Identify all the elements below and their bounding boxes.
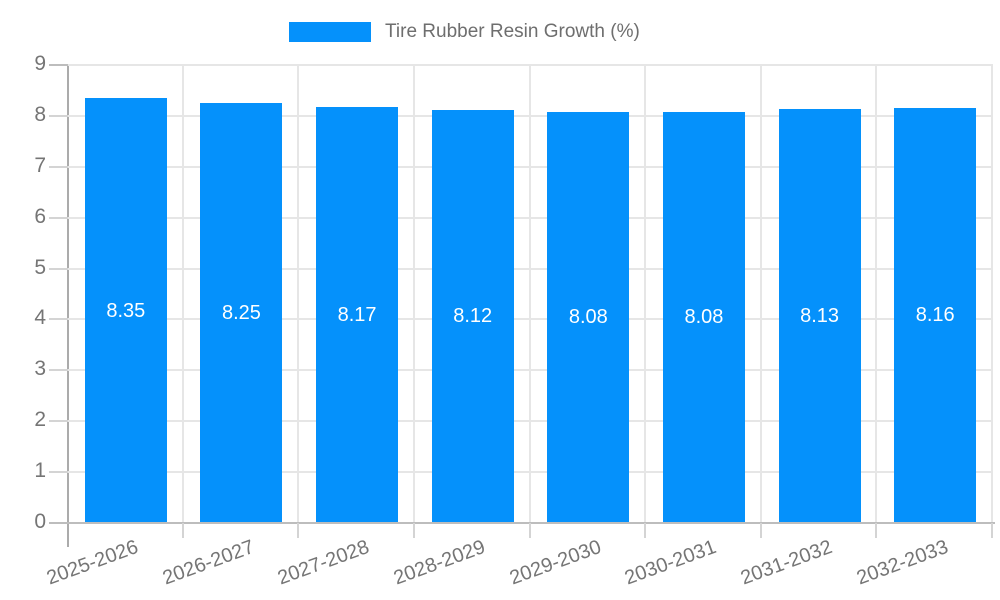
y-tick-mark <box>49 420 68 423</box>
gridline-horizontal <box>68 267 993 270</box>
y-tick-label: 9 <box>34 52 46 75</box>
y-tick-mark <box>49 471 68 474</box>
legend[interactable]: Tire Rubber Resin Growth (%) <box>289 21 640 43</box>
y-tick-label: 5 <box>34 255 46 279</box>
bar[interactable]: 8.08 <box>662 111 745 523</box>
bar-value-label: 8.17 <box>337 304 377 327</box>
y-tick-label: 1 <box>34 459 46 483</box>
x-tick-mark <box>297 523 300 538</box>
y-tick-label: 7 <box>34 153 46 177</box>
legend-label: Tire Rubber Resin Growth (%) <box>385 21 640 42</box>
x-tick-label: 2031-2032 <box>737 536 836 590</box>
bar-value-label: 8.13 <box>800 305 840 328</box>
x-tick-mark <box>181 523 184 538</box>
x-tick-mark <box>528 523 531 538</box>
y-tick-mark <box>49 165 68 168</box>
bar[interactable]: 8.08 <box>547 111 630 523</box>
bar-value-label: 8.25 <box>221 302 261 325</box>
bar[interactable]: 8.25 <box>200 103 283 523</box>
plot-area: 8.35 8.25 8.17 8.12 8.08 8.08 8.13 8.16 <box>68 64 993 523</box>
bar[interactable]: 8.17 <box>316 107 399 523</box>
y-tick-mark <box>49 267 68 270</box>
y-axis-line <box>67 65 69 547</box>
x-tick-label: 2028-2029 <box>390 536 489 590</box>
y-tick-mark <box>49 216 68 219</box>
gridline-horizontal <box>68 64 993 66</box>
y-tick-label: 6 <box>34 204 46 228</box>
x-tick-mark <box>412 523 415 538</box>
gridline-horizontal <box>68 165 993 168</box>
y-tick-mark <box>49 114 68 117</box>
y-tick-label: 0 <box>34 510 46 533</box>
x-tick-mark <box>759 523 762 538</box>
gridline-horizontal <box>68 318 993 321</box>
y-tick-mark <box>49 318 68 321</box>
bar-value-label: 8.08 <box>684 306 724 329</box>
legend-swatch <box>289 22 371 42</box>
bar[interactable]: 8.16 <box>894 107 977 523</box>
y-tick-label: 3 <box>34 357 46 381</box>
x-tick-label: 2029-2030 <box>506 536 604 590</box>
x-tick-label: 2030-2031 <box>622 536 720 590</box>
y-tick-label: 8 <box>34 102 46 126</box>
gridline-vertical <box>644 65 647 523</box>
y-tick-label: 2 <box>34 408 46 432</box>
gridline-horizontal <box>68 216 993 219</box>
bar-value-label: 8.08 <box>568 306 608 329</box>
y-tick-label: 4 <box>34 306 46 330</box>
gridline-horizontal <box>68 471 993 474</box>
gridline-vertical <box>181 65 184 523</box>
gridline-vertical <box>528 65 531 523</box>
bar-value-label: 8.16 <box>915 304 955 327</box>
gridline-horizontal <box>68 369 993 372</box>
x-tick-label: 2032-2033 <box>853 536 951 590</box>
gridline-vertical <box>875 65 878 523</box>
gridline-horizontal <box>68 114 993 117</box>
y-tick-mark <box>49 369 68 372</box>
gridline-horizontal <box>68 420 993 423</box>
gridline-vertical <box>759 65 762 523</box>
x-tick-label: 2026-2027 <box>159 536 257 590</box>
gridline-vertical <box>991 65 993 523</box>
bar-value-label: 8.35 <box>106 299 146 322</box>
bar-value-label: 8.12 <box>453 305 493 328</box>
bar[interactable]: 8.12 <box>431 109 514 523</box>
bar[interactable]: 8.35 <box>84 98 167 523</box>
x-tick-mark <box>875 523 878 538</box>
x-tick-label: 2025-2026 <box>43 536 142 590</box>
x-tick-mark <box>991 523 993 538</box>
x-tick-label: 2027-2028 <box>275 536 373 590</box>
gridline-vertical <box>297 65 300 523</box>
y-tick-mark <box>49 64 68 66</box>
bar[interactable]: 8.13 <box>778 109 861 523</box>
y-tick-mark <box>49 522 68 524</box>
x-tick-mark <box>644 523 647 538</box>
gridline-vertical <box>412 65 415 523</box>
x-axis-line <box>68 522 995 524</box>
